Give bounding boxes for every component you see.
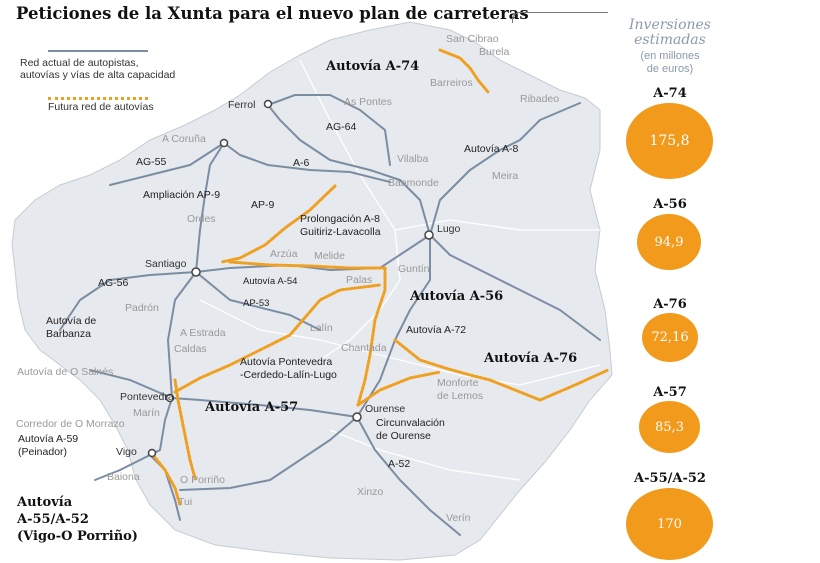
city-ribadeo: Ribadeo bbox=[520, 93, 560, 105]
a76-route bbox=[393, 338, 610, 402]
highlight-a74: Autovía A-74 bbox=[326, 59, 420, 74]
investment-bubble-a56: 94,9 bbox=[637, 214, 701, 270]
city-chantada: Chantada bbox=[341, 342, 387, 354]
city-santiago: Santiago bbox=[145, 258, 187, 270]
road-ag56: AG-56 bbox=[98, 277, 129, 289]
city-a-coruna: A Coruña bbox=[162, 133, 206, 145]
city-barreiros: Barreiros bbox=[430, 77, 473, 89]
investment-bubble-a55: 170 bbox=[626, 488, 713, 560]
city-as-pontes: As Pontes bbox=[344, 96, 392, 108]
city-lugo: Lugo bbox=[437, 223, 461, 235]
city-caldas: Caldas bbox=[174, 343, 207, 355]
legend-existing-swatch bbox=[48, 50, 148, 52]
existing-roads bbox=[59, 94, 601, 536]
investment-label-a74: A-74 bbox=[653, 86, 687, 101]
a55-route bbox=[151, 453, 182, 507]
city-arzua: Arzúa bbox=[270, 248, 298, 260]
road-ap53: AP-53 bbox=[243, 298, 270, 309]
city-tui: Tui bbox=[178, 496, 193, 508]
road-salnes: Autovía de O Salnés bbox=[17, 366, 114, 378]
city-baamonde: Baamonde bbox=[388, 177, 439, 189]
city-ordes: Ordes bbox=[187, 213, 216, 225]
title-rule bbox=[512, 12, 608, 23]
city-san-cibrao: San Cibrao bbox=[446, 33, 499, 45]
investment-label-a76: A-76 bbox=[653, 297, 687, 312]
page-title: Peticiones de la Xunta para el nuevo pla… bbox=[16, 4, 529, 23]
city-padron: Padrón bbox=[125, 302, 159, 314]
city-xinzo: Xinzo bbox=[357, 486, 384, 498]
investment-bubble-a74: 175,8 bbox=[626, 103, 713, 179]
road-a54: Autovía A-54 bbox=[243, 276, 298, 287]
city-monforte: Monforte de Lemos bbox=[437, 377, 484, 402]
highlight-a56: Autovía A-56 bbox=[410, 289, 504, 304]
panel-title: Inversiones estimadas bbox=[628, 17, 711, 48]
highlight-a76: Autovía A-76 bbox=[484, 351, 578, 366]
city-marin: Marín bbox=[133, 407, 160, 419]
road-a8: Autovía A-8 bbox=[464, 143, 519, 155]
road-a6: A-6 bbox=[293, 157, 310, 169]
highlight-a57: Autovía A-57 bbox=[205, 400, 299, 415]
legend-future-swatch bbox=[48, 97, 148, 100]
road-ap9: AP-9 bbox=[251, 199, 275, 211]
road-barbanza: Autovía de Barbanza bbox=[46, 315, 97, 340]
legend-future-label: Futura red de autovías bbox=[48, 101, 154, 113]
road-circunvalacion-ourense: Circunvalación de Ourense bbox=[376, 417, 445, 442]
city-vilalba: Vilalba bbox=[397, 153, 429, 165]
road-ag55: AG-55 bbox=[136, 156, 167, 168]
city-baiona: Baiona bbox=[107, 471, 140, 483]
a57-route bbox=[173, 378, 197, 480]
galicia-land bbox=[11, 21, 613, 561]
city-a-estrada: A Estrada bbox=[180, 327, 226, 339]
future-roads bbox=[151, 48, 610, 507]
a74-route bbox=[438, 48, 490, 94]
panel-subtitle: (en millones de euros) bbox=[640, 50, 700, 75]
investment-bubble-a76: 72,16 bbox=[642, 313, 698, 362]
city-pontevedra: Pontevedra bbox=[120, 391, 174, 403]
road-a72: Autovía A-72 bbox=[406, 324, 467, 336]
road-pontevedra-lalin: Autovía Pontevedra -Cerdedo-Lalín-Lugo bbox=[240, 356, 337, 381]
investment-label-a56: A-56 bbox=[653, 197, 687, 212]
city-verin: Verín bbox=[446, 512, 471, 524]
road-morrazo: Corredor de O Morrazo bbox=[16, 418, 125, 430]
city-vigo: Vigo bbox=[116, 446, 137, 458]
legend-existing-label: Red actual de autopistas, autovías y vía… bbox=[20, 57, 176, 81]
a72-route bbox=[356, 370, 442, 407]
road-ap9-ext: Ampliación AP-9 bbox=[143, 189, 221, 201]
pontevedra-lalin-route bbox=[173, 283, 382, 394]
city-markers bbox=[147, 99, 434, 458]
city-lalin: Lalín bbox=[310, 322, 333, 334]
a8-extension-route bbox=[220, 184, 337, 264]
city-melide: Melide bbox=[314, 250, 345, 262]
city-meira: Meira bbox=[492, 170, 519, 182]
city-ferrol: Ferrol bbox=[228, 99, 256, 111]
city-burela: Burela bbox=[479, 46, 510, 58]
road-a52: A-52 bbox=[388, 458, 411, 470]
investment-label-a55: A-55/A-52 bbox=[634, 471, 706, 486]
investment-bubble-a57: 85,3 bbox=[639, 401, 700, 453]
a56-route bbox=[356, 266, 387, 407]
province-borders bbox=[199, 59, 601, 481]
city-guntin: Guntín bbox=[398, 263, 430, 275]
city-palas: Palas bbox=[346, 274, 373, 286]
road-a8-extension: Prolongación A-8 Guitiriz-Lavacolla bbox=[300, 213, 381, 238]
highlight-a55: Autovía A-55/A-52 (Vigo-O Porriño) bbox=[17, 495, 138, 544]
a54-route bbox=[228, 260, 387, 270]
road-a59: Autovía A-59 (Peinador) bbox=[18, 433, 79, 458]
city-o-porrino: O Porriño bbox=[180, 474, 225, 486]
investment-label-a57: A-57 bbox=[653, 385, 687, 400]
road-ag64: AG-64 bbox=[326, 121, 357, 133]
city-ourense: Ourense bbox=[365, 403, 406, 415]
